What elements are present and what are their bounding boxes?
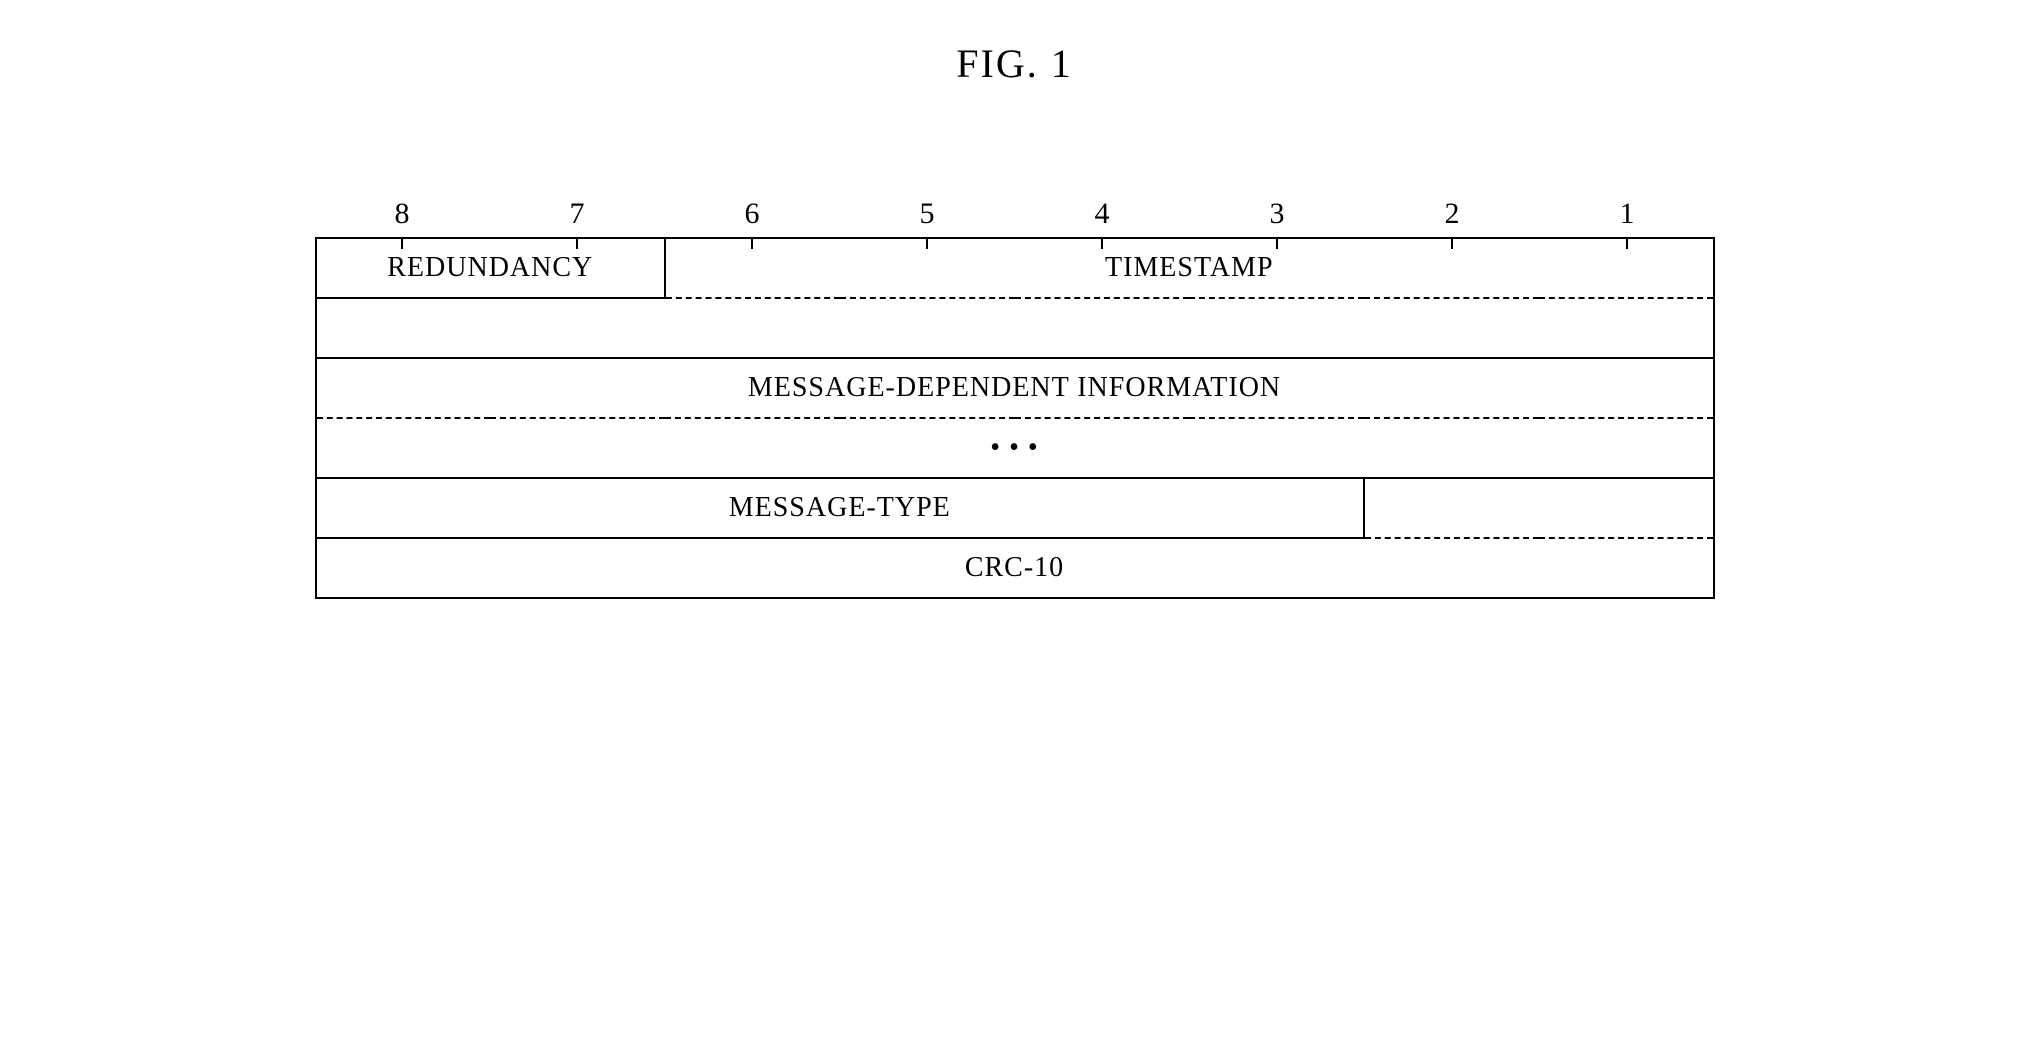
figure-container: FIG. 1 8 7 6 5 4 3 2 1 REDUNDANCY TIMEST… xyxy=(315,40,1715,599)
table-row: MESSAGE-TYPE xyxy=(316,478,1714,538)
bit-label: 7 xyxy=(490,197,665,237)
field-crc: CRC-10 xyxy=(316,538,1714,598)
field-message-type: MESSAGE-TYPE xyxy=(316,478,1365,538)
bit-label: 2 xyxy=(1365,197,1540,237)
figure-title: FIG. 1 xyxy=(315,40,1715,87)
table-row: CRC-10 xyxy=(316,538,1714,598)
table-row: MESSAGE-DEPENDENT INFORMATION xyxy=(316,358,1714,418)
packet-table: REDUNDANCY TIMESTAMP MESSAGE-DEPENDENT I… xyxy=(315,237,1715,599)
table-row xyxy=(316,298,1714,358)
bit-label: 4 xyxy=(1015,197,1190,237)
field-msg-dep-info: MESSAGE-DEPENDENT INFORMATION xyxy=(316,358,1714,418)
table-row: REDUNDANCY TIMESTAMP xyxy=(316,238,1714,298)
field-ellipsis: • • • xyxy=(316,418,1714,478)
bit-label: 1 xyxy=(1540,197,1715,237)
bit-header: 8 7 6 5 4 3 2 1 xyxy=(315,197,1715,237)
bit-label: 6 xyxy=(665,197,840,237)
field-timestamp-continued xyxy=(316,298,1714,358)
bit-label: 5 xyxy=(840,197,1015,237)
bit-label: 8 xyxy=(315,197,490,237)
bit-label: 3 xyxy=(1190,197,1365,237)
field-crc-start xyxy=(1364,478,1714,538)
field-redundancy: REDUNDANCY xyxy=(316,238,666,298)
table-row: • • • xyxy=(316,418,1714,478)
field-timestamp: TIMESTAMP xyxy=(665,238,1714,298)
